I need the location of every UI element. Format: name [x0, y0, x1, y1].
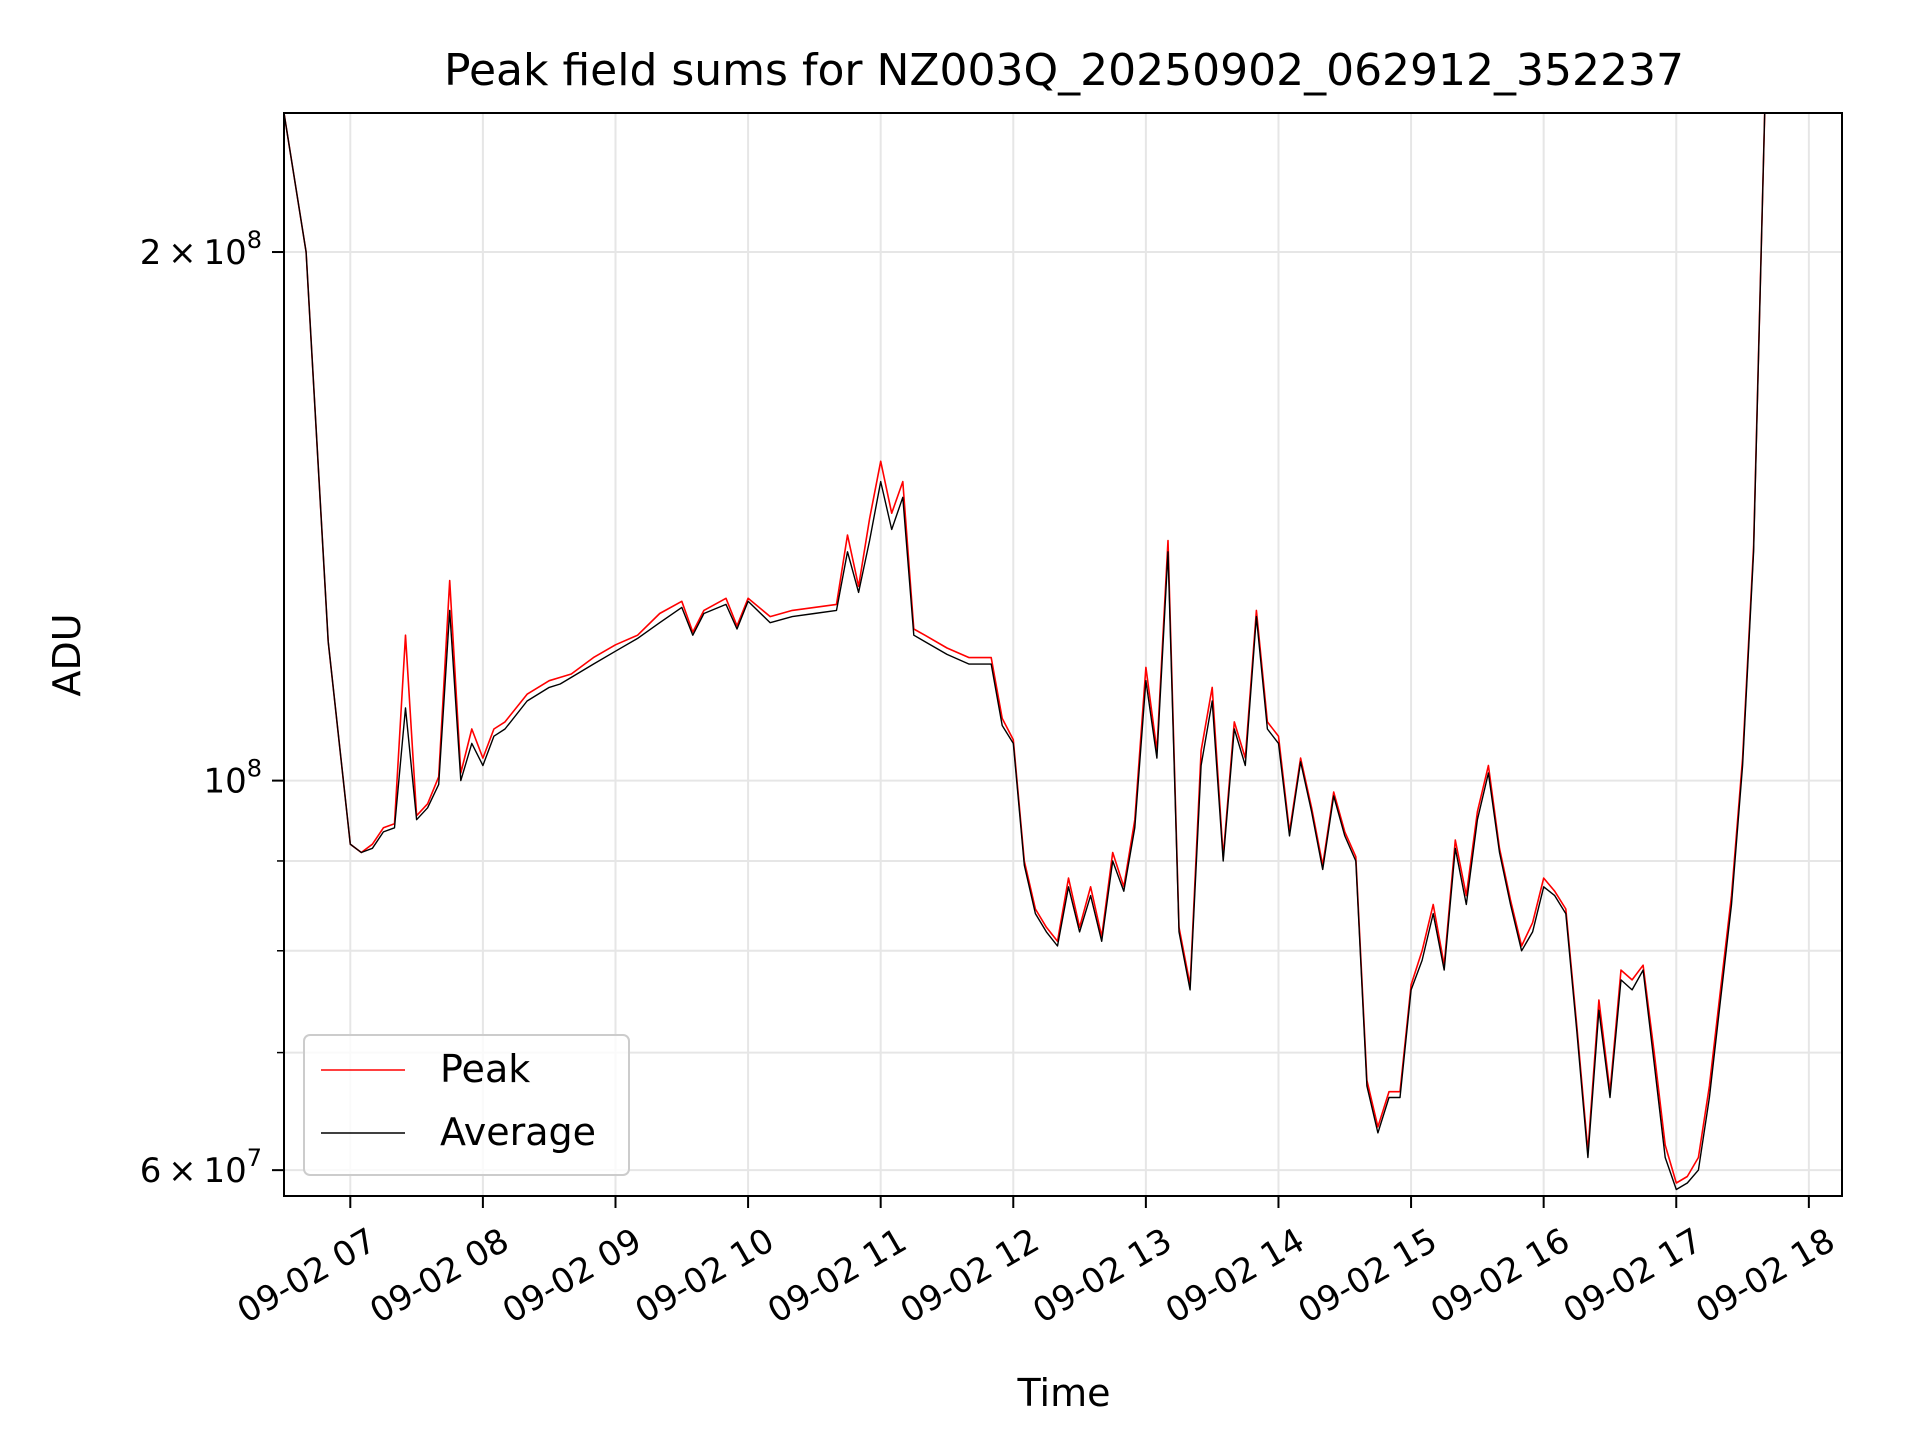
y-tick-label: 108	[203, 755, 262, 802]
y-tick-label-base: 2 × 10	[140, 233, 247, 273]
legend-label-average: Average	[440, 1110, 596, 1154]
plot-frame	[283, 112, 1843, 1197]
grid	[284, 113, 1842, 1196]
y-tick-label-base: 10	[203, 762, 246, 802]
y-tick-label-base: 6 × 10	[140, 1151, 247, 1191]
legend: Peak Average	[303, 1034, 630, 1176]
y-tick-label-exponent: 8	[247, 755, 262, 783]
series-layer	[284, 113, 1798, 1191]
y-tick-label: 6 × 107	[140, 1144, 262, 1191]
x-axis-label: Time	[1017, 1371, 1111, 1415]
y-tick-label-exponent: 8	[247, 226, 262, 254]
y-tick-label-exponent: 7	[247, 1144, 262, 1172]
series-line-average	[284, 113, 1798, 1191]
chart-title: Peak field sums for NZ003Q_20250902_0629…	[444, 45, 1684, 96]
y-tick-label: 2 × 108	[140, 226, 262, 273]
y-axis-label: ADU	[45, 613, 89, 696]
legend-label-peak: Peak	[440, 1047, 530, 1091]
